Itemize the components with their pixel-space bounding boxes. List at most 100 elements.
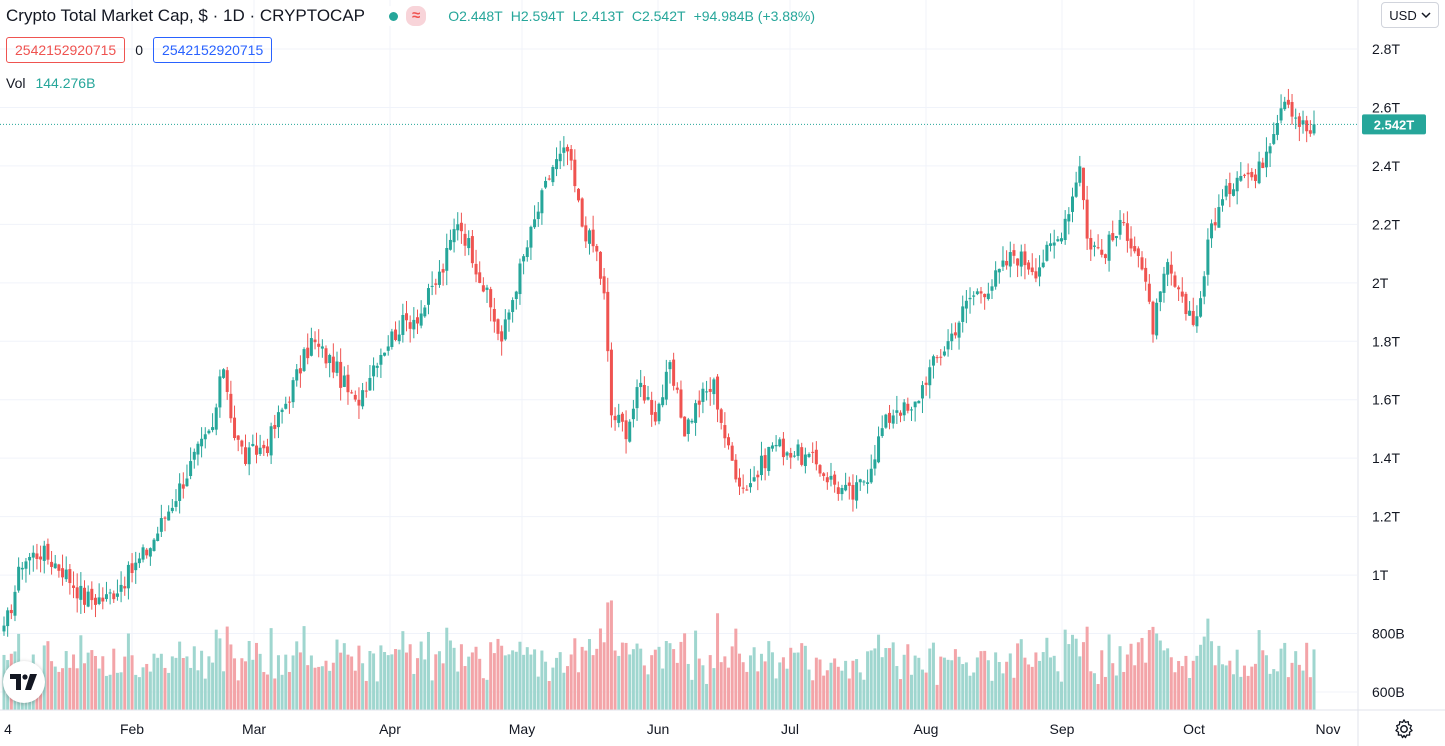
- candle-body: [536, 211, 540, 220]
- candle-body: [287, 401, 291, 403]
- currency-select[interactable]: USD: [1381, 2, 1439, 28]
- volume-bar: [935, 684, 939, 710]
- volume-bar: [481, 678, 485, 710]
- candle-body: [295, 369, 299, 381]
- indicator-row: 2542152920715 0 2542152920715: [6, 37, 273, 63]
- volume-bar: [1114, 675, 1118, 710]
- candle-body: [781, 438, 785, 458]
- candle-body: [262, 444, 266, 449]
- candle-body: [167, 511, 171, 521]
- volume-bar: [1129, 643, 1133, 710]
- candle-body: [862, 481, 866, 483]
- volume-bar: [353, 670, 357, 710]
- volume-bar: [792, 652, 796, 710]
- candle-body: [346, 374, 350, 393]
- volume-bar: [957, 656, 961, 710]
- volume-legend: Vol 144.276B: [6, 75, 95, 91]
- candle-body: [1231, 189, 1235, 196]
- volume-bar: [1286, 677, 1290, 710]
- volume-bar: [328, 670, 332, 710]
- candle-body: [254, 445, 258, 455]
- candle-body: [46, 543, 50, 560]
- candle-body: [1195, 316, 1199, 327]
- volume-bar: [1100, 650, 1104, 710]
- volume-bar: [1019, 639, 1023, 710]
- volume-bar: [496, 638, 500, 710]
- volume-bar: [602, 642, 606, 710]
- candle-body: [481, 285, 485, 292]
- candle-body: [405, 313, 409, 321]
- volume-bar: [1253, 663, 1257, 710]
- volume-bar: [547, 681, 551, 710]
- candle-body: [609, 349, 613, 416]
- volume-bar: [222, 671, 226, 710]
- candle-body: [6, 610, 10, 627]
- volume-bar: [372, 653, 376, 710]
- wave-icon[interactable]: ≈: [406, 6, 427, 26]
- candle-body: [328, 355, 332, 364]
- volume-bar: [825, 670, 829, 710]
- market-status-dot-icon[interactable]: [389, 11, 399, 21]
- volume-bar: [1001, 673, 1005, 710]
- volume-bar: [276, 655, 280, 710]
- tradingview-logo-icon[interactable]: [3, 661, 45, 703]
- volume-bar: [924, 672, 928, 710]
- volume-bar: [104, 675, 108, 710]
- candle-body: [1074, 182, 1078, 197]
- volume-bar: [683, 633, 687, 710]
- symbol-title[interactable]: Crypto Total Market Cap, $ · 1D · CRYPTO…: [6, 6, 366, 25]
- candle-body: [759, 455, 763, 476]
- candle-body: [434, 283, 438, 285]
- candle-body: [372, 365, 376, 377]
- volume-bar: [1184, 655, 1188, 710]
- candle-body: [672, 359, 676, 386]
- time-tick-label: Jun: [647, 721, 670, 737]
- candle-body: [613, 415, 617, 421]
- candle-body: [1060, 238, 1064, 242]
- candle-body: [412, 319, 416, 330]
- volume-bar: [628, 654, 632, 710]
- candle-body: [108, 592, 112, 594]
- candle-body: [928, 367, 932, 386]
- candle-body: [851, 484, 855, 500]
- gear-icon[interactable]: [1393, 718, 1415, 740]
- candle-body: [75, 587, 79, 599]
- candle-body: [953, 332, 957, 336]
- candle-body: [983, 293, 987, 298]
- candle-body: [825, 477, 829, 483]
- volume-bar: [1272, 669, 1276, 710]
- candle-body: [562, 147, 566, 153]
- candle-body: [1107, 234, 1111, 261]
- volume-bar: [1045, 637, 1049, 710]
- candle-body: [880, 428, 884, 437]
- volume-bar: [1213, 665, 1217, 710]
- candle-body: [9, 609, 13, 614]
- candle-body: [375, 365, 379, 368]
- volume-bar: [240, 658, 244, 710]
- volume-bar: [1133, 665, 1137, 710]
- candle-body: [394, 329, 398, 340]
- value-box-red[interactable]: 2542152920715: [6, 37, 126, 63]
- time-tick-label: Apr: [379, 721, 401, 737]
- volume-bar: [598, 628, 602, 710]
- time-tick-label: Nov: [1316, 721, 1341, 737]
- volume-bar: [847, 678, 851, 710]
- volume-bar: [536, 676, 540, 710]
- candle-body: [1078, 166, 1082, 183]
- candle-body: [1290, 102, 1294, 117]
- volume-bar: [738, 653, 742, 710]
- volume-bar: [997, 662, 1001, 710]
- volume-bar: [639, 648, 643, 710]
- candle-body: [642, 384, 646, 401]
- volume-bar: [522, 654, 526, 710]
- candle-body: [756, 474, 760, 478]
- volume-bar: [324, 660, 328, 710]
- volume-bar: [72, 654, 76, 710]
- candle-body: [1081, 167, 1085, 201]
- value-box-blue[interactable]: 2542152920715: [153, 37, 273, 63]
- candle-body: [631, 408, 635, 420]
- candle-body: [738, 477, 742, 487]
- volume-bar: [123, 656, 127, 710]
- volume-bar: [53, 666, 57, 710]
